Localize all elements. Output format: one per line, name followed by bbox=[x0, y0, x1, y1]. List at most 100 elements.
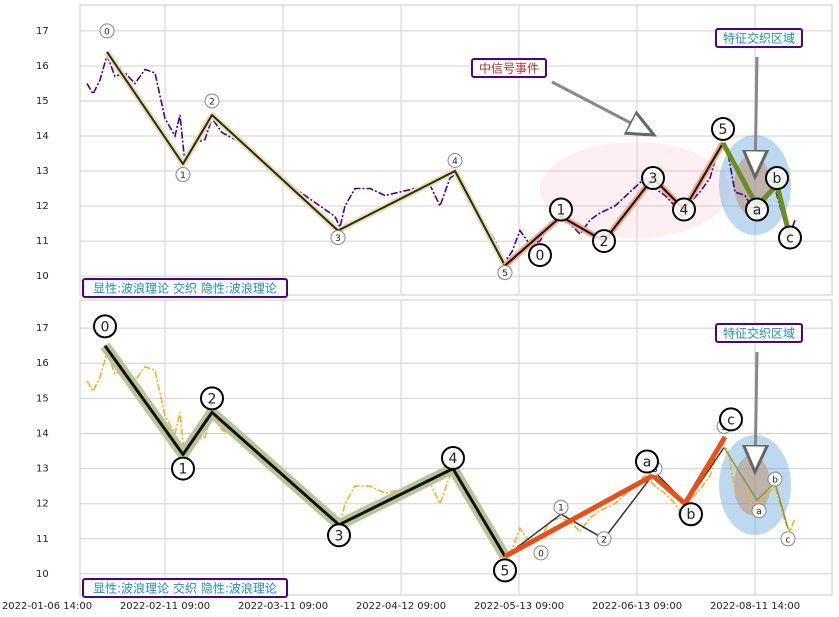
annotation: 特征交织区域 bbox=[723, 326, 795, 341]
wave-line bbox=[103, 344, 507, 558]
y-tick-label: 15 bbox=[36, 96, 49, 107]
y-tick-label: 16 bbox=[36, 61, 49, 72]
wave-label-circle bbox=[200, 386, 224, 411]
wave-label-circle bbox=[330, 230, 346, 246]
wave-label: c bbox=[727, 412, 735, 428]
wave-label-circle bbox=[780, 531, 796, 547]
y-tick-label: 16 bbox=[36, 358, 49, 369]
annotation: 特征交织区域 bbox=[723, 31, 795, 46]
wave-label-circle bbox=[592, 229, 616, 254]
x-tick-label: 2022-03-11 09:00 bbox=[238, 601, 328, 612]
annotation-arrow bbox=[551, 80, 654, 135]
wave-label-circle bbox=[441, 446, 465, 471]
x-tick-label: 2022-08-11 14:00 bbox=[710, 601, 800, 612]
y-tick-label: 12 bbox=[36, 499, 49, 510]
wave-label: a bbox=[756, 507, 762, 517]
wave-label: 2 bbox=[600, 234, 609, 250]
annotation-box bbox=[715, 323, 803, 343]
wave-label-circle bbox=[327, 523, 351, 548]
annotation: 显性:波浪理论 交织 隐性:波浪理论 bbox=[93, 581, 277, 596]
wave-label-circle bbox=[175, 167, 191, 183]
wave-label: 5 bbox=[501, 563, 510, 579]
wave-label: 1 bbox=[558, 504, 564, 514]
annotation-box bbox=[82, 578, 288, 598]
plot-frame bbox=[79, 4, 833, 296]
wave-label: b bbox=[773, 171, 782, 187]
wave-label-circle bbox=[635, 449, 659, 474]
y-tick-label: 11 bbox=[36, 236, 49, 247]
wave-label-circle bbox=[745, 197, 769, 222]
wave-label: 2 bbox=[208, 391, 217, 407]
y-tick-label: 12 bbox=[36, 201, 49, 212]
wave-label: 4 bbox=[449, 451, 458, 467]
wave-line bbox=[720, 141, 793, 239]
wave-label: 3 bbox=[335, 528, 344, 544]
wave-label-circle bbox=[447, 153, 463, 169]
y-tick-label: 13 bbox=[36, 166, 49, 177]
wave-label-circle bbox=[533, 545, 549, 561]
wave-label: 5 bbox=[719, 122, 728, 138]
wave-label-circle bbox=[641, 166, 665, 191]
wave-label-circle bbox=[204, 93, 220, 109]
wave-label: a bbox=[643, 455, 652, 471]
y-tick-label: 15 bbox=[36, 393, 49, 404]
feature-zone bbox=[719, 135, 791, 235]
x-tick-label: 2022-02-11 09:00 bbox=[120, 601, 210, 612]
wave-label-circle bbox=[679, 502, 703, 527]
y-tick-label: 17 bbox=[36, 26, 49, 37]
wave-line bbox=[723, 447, 789, 529]
wave-label: 2 bbox=[601, 535, 607, 545]
wave-label: 0 bbox=[104, 27, 110, 37]
x-tick-label: 2022-05-13 09:00 bbox=[474, 601, 564, 612]
wave-label: 1 bbox=[179, 462, 188, 478]
wave-label-circle bbox=[711, 116, 735, 141]
y-tick-label: 11 bbox=[36, 534, 49, 545]
wave-label-circle bbox=[497, 265, 513, 281]
y-tick-label: 10 bbox=[36, 569, 49, 580]
wave-label: 1 bbox=[180, 171, 186, 181]
wave-label-circle bbox=[719, 407, 743, 432]
wave-label: 5 bbox=[502, 269, 508, 279]
wave-label-circle bbox=[93, 314, 117, 339]
wave-label-circle bbox=[596, 531, 612, 547]
wave-label-circle bbox=[553, 499, 569, 515]
wave-line bbox=[106, 51, 506, 267]
wave-label: 4 bbox=[452, 157, 458, 167]
wave-label-circle bbox=[778, 225, 802, 250]
wave-label-circle bbox=[767, 471, 783, 487]
wave-line bbox=[504, 142, 724, 267]
y-tick-label: 14 bbox=[36, 131, 49, 142]
wave-label: 0 bbox=[536, 248, 545, 264]
wave-label: 3 bbox=[335, 234, 341, 244]
wave-label: 0 bbox=[538, 549, 544, 559]
wave-label: 1 bbox=[557, 203, 566, 219]
wave-label: b bbox=[772, 476, 778, 486]
wave-line bbox=[503, 435, 728, 559]
wave-label: 3 bbox=[649, 171, 658, 187]
y-tick-label: 17 bbox=[36, 323, 49, 334]
y-tick-label: 13 bbox=[36, 464, 49, 475]
annotation-arrow bbox=[755, 56, 757, 177]
feature-zone bbox=[719, 435, 791, 535]
annotation: 中信号事件 bbox=[479, 61, 539, 76]
y-tick-label: 10 bbox=[36, 271, 49, 282]
annotation-box bbox=[715, 28, 803, 48]
wave-label-circle bbox=[549, 197, 573, 222]
wave-label: 4 bbox=[680, 203, 689, 219]
wave-label-circle bbox=[528, 243, 552, 268]
wave-label: b bbox=[687, 507, 696, 523]
wave-label-circle bbox=[751, 503, 767, 519]
x-tick-label: 2022-06-13 09:00 bbox=[592, 601, 682, 612]
plot: 0 1 2 3 4 5 0 1 2 3 4 5 ab c bbox=[86, 23, 802, 281]
x-tick-label: 2022-04-12 09:00 bbox=[356, 601, 446, 612]
wave-label: 0 bbox=[101, 319, 110, 335]
wave-label: c bbox=[786, 535, 791, 545]
wave-label-circle bbox=[493, 558, 517, 583]
x-tick-label: 2022-01-06 14:00 bbox=[2, 601, 92, 612]
wave-label-circle bbox=[171, 456, 195, 481]
plot: 012345abc012345abc bbox=[86, 314, 796, 583]
wave-label-circle bbox=[99, 23, 115, 39]
annotation-box bbox=[471, 58, 547, 78]
annotation-box bbox=[82, 278, 288, 298]
